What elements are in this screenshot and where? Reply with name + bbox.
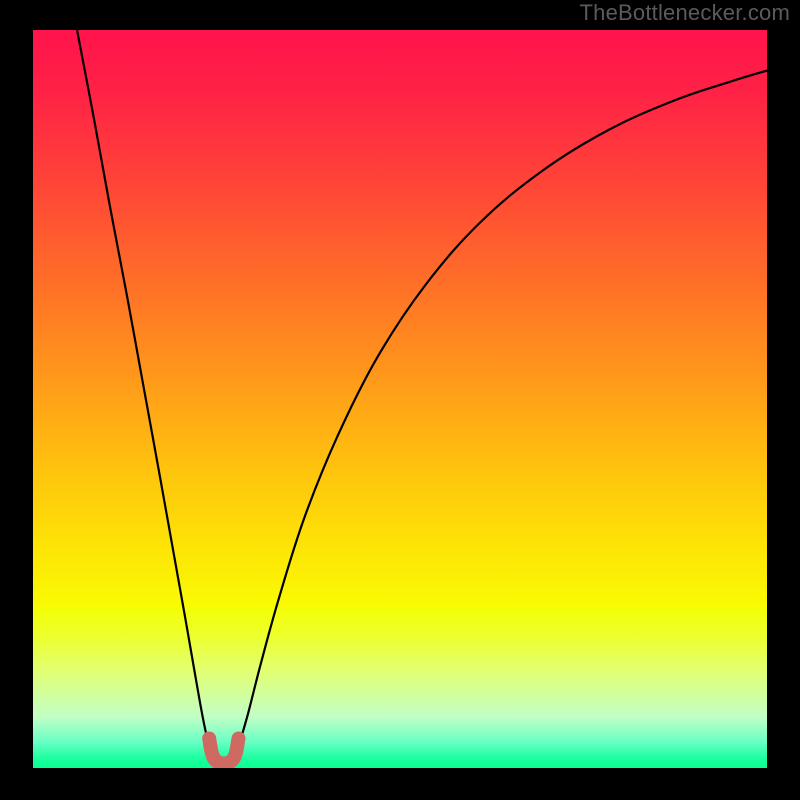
chart-stage: TheBottlenecker.com	[0, 0, 800, 800]
chart-svg	[0, 0, 800, 800]
gradient-background	[33, 30, 767, 768]
